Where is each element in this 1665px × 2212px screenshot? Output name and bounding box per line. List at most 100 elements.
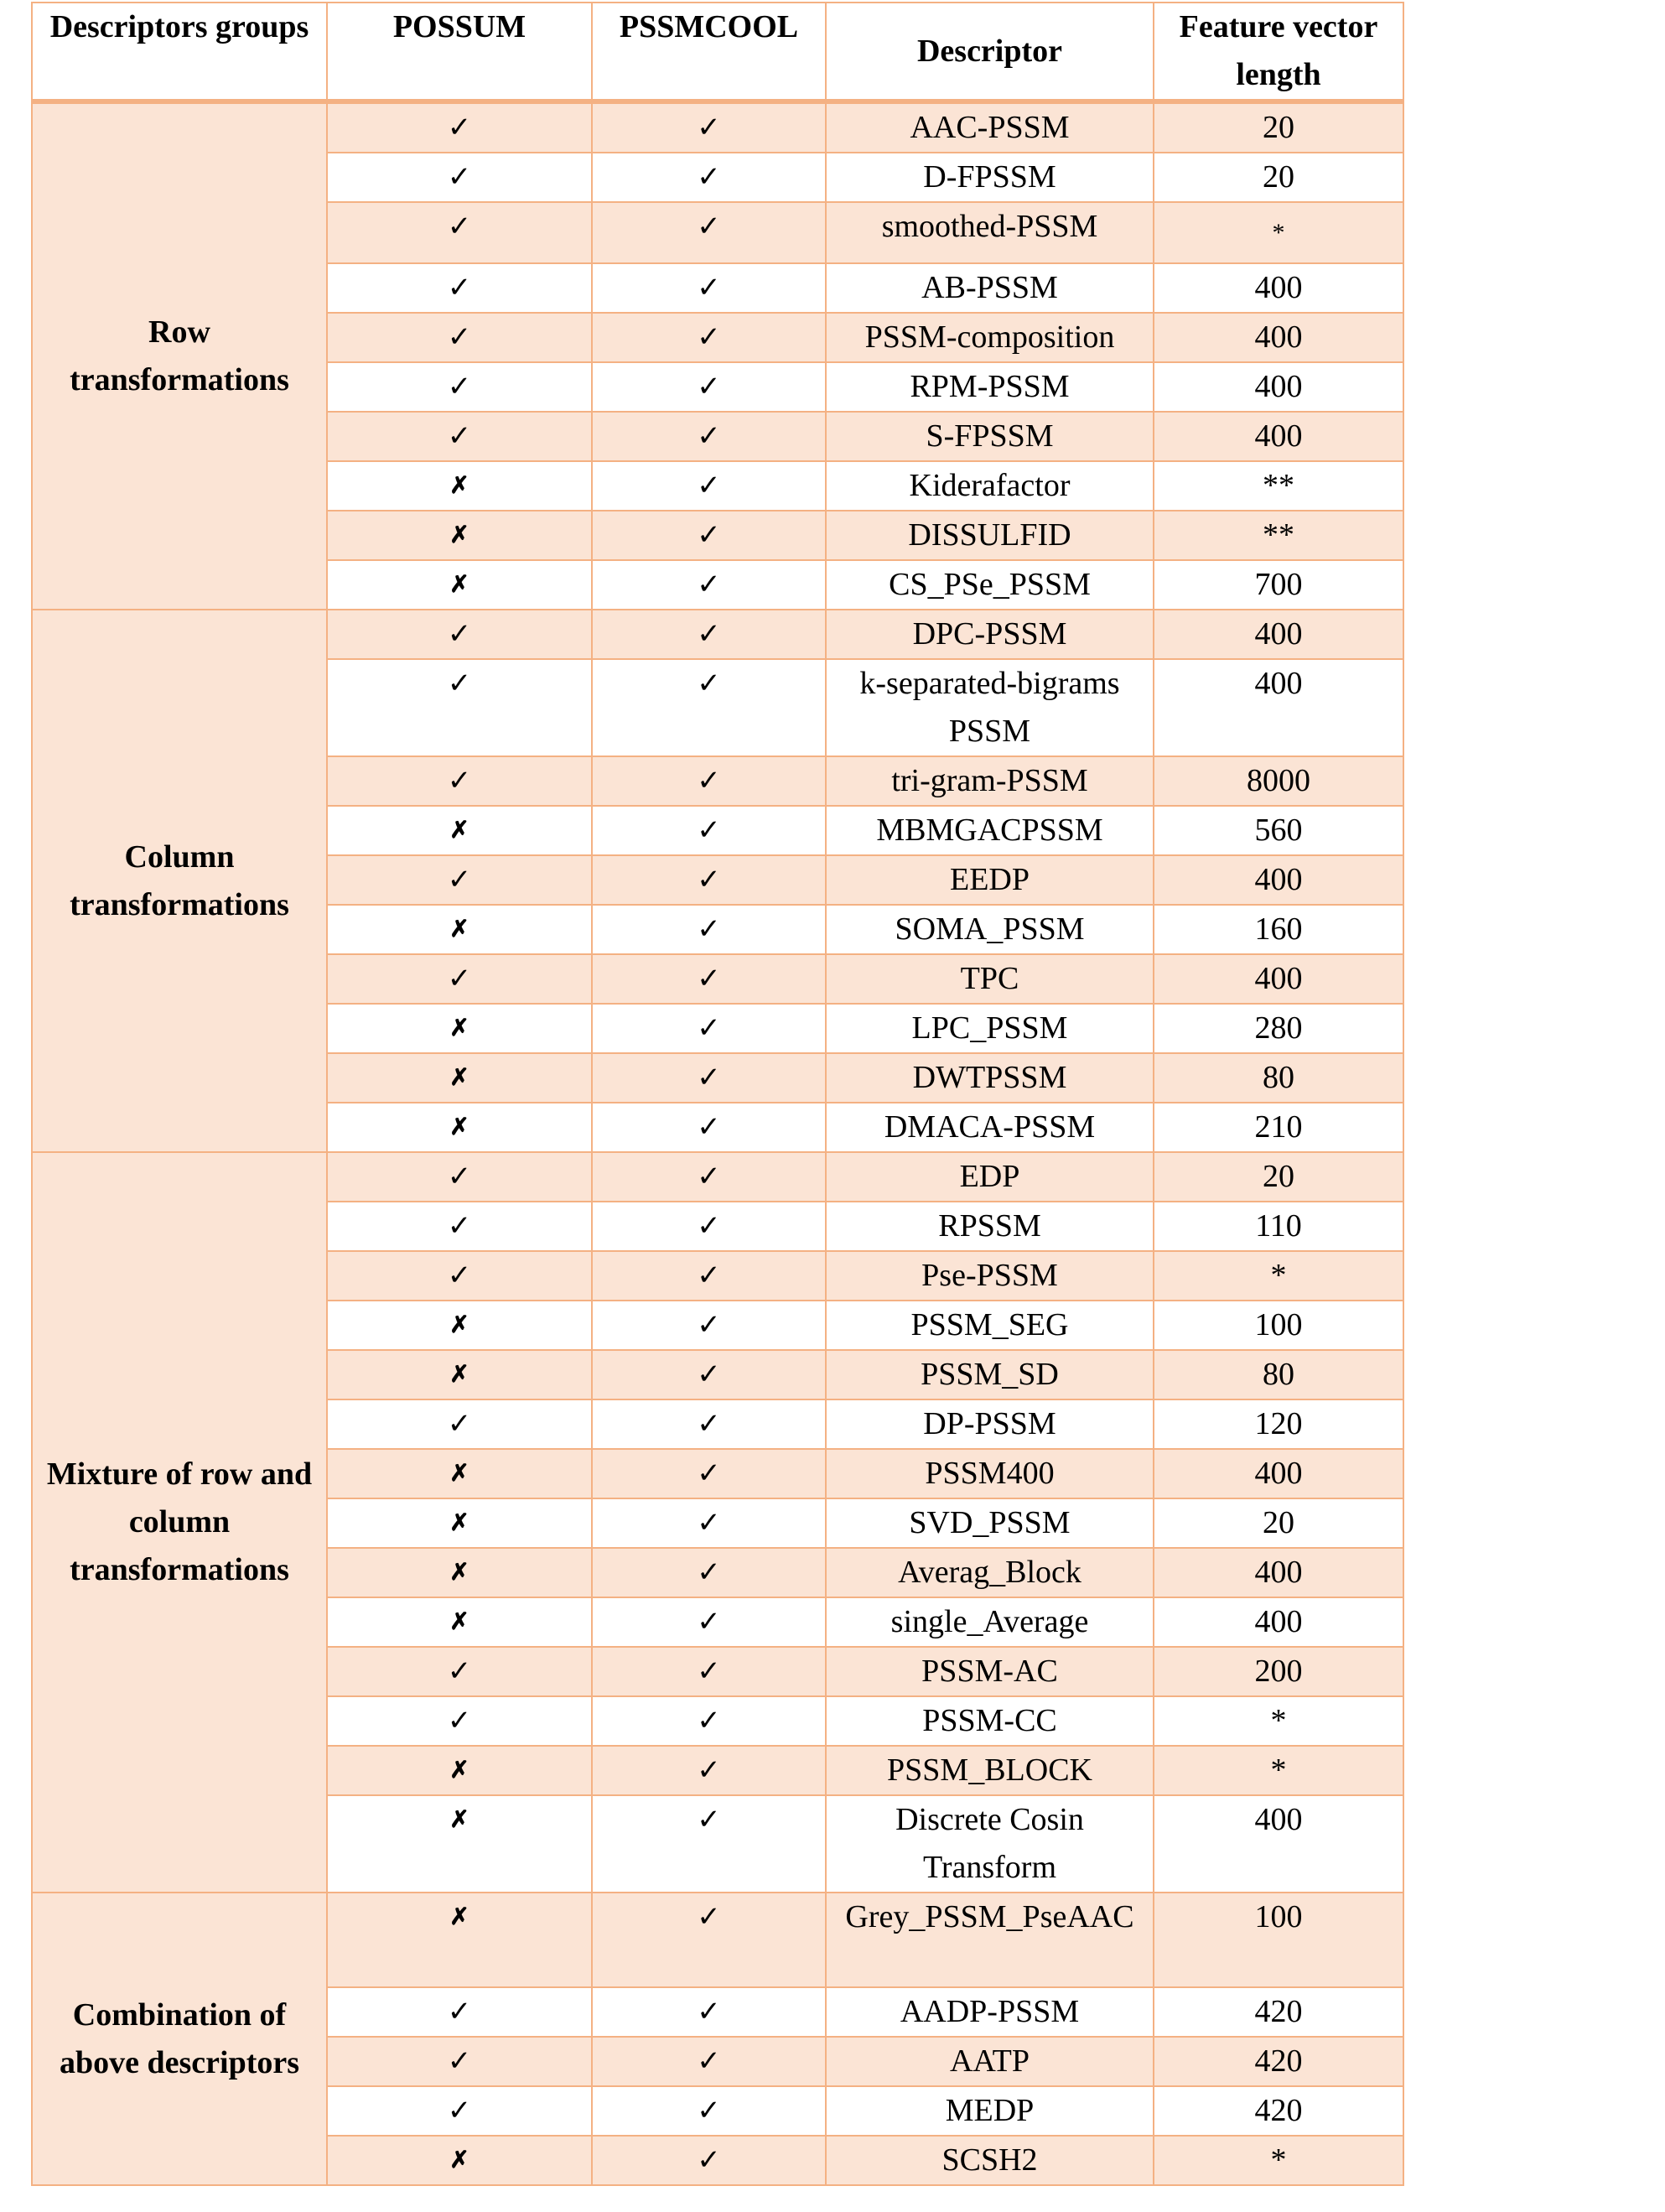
table-row: ✓ ✓ D-FPSSM 20 <box>32 152 1404 203</box>
group-label: Combination of above descriptors <box>31 1892 328 2186</box>
table-row: Column transformations ✓ ✓ DPC-PSSM 400 <box>31 609 1404 1153</box>
descriptor-name: S-FPSSM <box>825 411 1154 462</box>
descriptor-name: TPC <box>825 953 1154 1005</box>
descriptor-name: RPSSM <box>825 1201 1154 1252</box>
feature-vector-length: 20 <box>1153 1498 1404 1549</box>
feature-vector-length: 400 <box>1153 658 1404 757</box>
feature-vector-length: * <box>1153 2135 1404 2186</box>
pssmcool-check-icon: ✓ <box>591 609 827 660</box>
descriptor-name: PSSM_SD <box>825 1349 1154 1400</box>
table-row: Row transformations ✓ ✓ AAC-PSSM 20 <box>31 101 1404 610</box>
possum-cross-icon: ✗ <box>326 1745 593 1796</box>
pssmcool-check-icon: ✓ <box>591 658 827 757</box>
descriptor-name: MEDP <box>825 2085 1154 2137</box>
possum-cross-icon: ✗ <box>326 1003 593 1054</box>
header-row: Descriptors groups POSSUM PSSMCOOL Descr… <box>31 2 1404 104</box>
possum-cross-icon: ✗ <box>326 1892 593 1988</box>
feature-vector-length: 400 <box>1153 1794 1404 1893</box>
pssmcool-check-icon: ✓ <box>591 152 827 203</box>
table-row: ✗ ✓ LPC_PSSM 280 <box>32 1003 1404 1054</box>
descriptor-name: EEDP <box>825 854 1154 906</box>
pssmcool-check-icon: ✓ <box>591 559 827 610</box>
possum-check-icon: ✓ <box>326 2036 593 2087</box>
table-row: ✓ ✓ RPM-PSSM 400 <box>32 361 1404 413</box>
pssmcool-check-icon: ✓ <box>591 756 827 807</box>
possum-check-icon: ✓ <box>326 201 593 264</box>
table-row: ✗ ✓ PSSM_BLOCK * <box>32 1745 1404 1796</box>
possum-check-icon: ✓ <box>326 1986 593 2038</box>
feature-vector-length: 20 <box>1153 152 1404 203</box>
possum-check-icon: ✓ <box>326 658 593 757</box>
possum-cross-icon: ✗ <box>326 805 593 856</box>
table-row: ✗ ✓ Averag_Block 400 <box>32 1547 1404 1598</box>
feature-vector-length: 100 <box>1153 1300 1404 1351</box>
table-row: ✓ ✓ PSSM-composition 400 <box>32 312 1404 363</box>
table-row: ✗ ✓ SCSH2 * <box>32 2135 1404 2186</box>
feature-vector-length: 400 <box>1153 953 1404 1005</box>
descriptor-name: EDP <box>825 1151 1154 1202</box>
pssmcool-check-icon: ✓ <box>591 510 827 561</box>
descriptor-name: DMACA-PSSM <box>825 1102 1154 1153</box>
feature-vector-length: ** <box>1153 510 1404 561</box>
possum-check-icon: ✓ <box>326 411 593 462</box>
pssmcool-check-icon: ✓ <box>591 1646 827 1697</box>
descriptor-name: AATP <box>825 2036 1154 2087</box>
table-row: ✓ ✓ smoothed-PSSM * <box>32 201 1404 264</box>
table-row: ✓ ✓ AATP 420 <box>32 2036 1404 2087</box>
header-possum: POSSUM <box>326 2 593 104</box>
feature-vector-length: 420 <box>1153 2085 1404 2137</box>
feature-vector-length: 420 <box>1153 2036 1404 2087</box>
pssmcool-check-icon: ✓ <box>591 1498 827 1549</box>
table-row: Mixture of row and column transformation… <box>31 1151 1404 1893</box>
possum-check-icon: ✓ <box>326 152 593 203</box>
descriptor-name: PSSM-composition <box>825 312 1154 363</box>
descriptor-name: DISSULFID <box>825 510 1154 561</box>
feature-vector-length: 100 <box>1153 1892 1404 1988</box>
feature-vector-length: 400 <box>1153 361 1404 413</box>
descriptor-name: k-separated-bigrams PSSM <box>825 658 1154 757</box>
possum-check-icon: ✓ <box>326 609 593 660</box>
pssmcool-check-icon: ✓ <box>591 312 827 363</box>
table-row: ✗ ✓ DISSULFID ** <box>32 510 1404 561</box>
pssmcool-check-icon: ✓ <box>591 1052 827 1103</box>
header-descriptor: Descriptor <box>825 2 1154 104</box>
possum-check-icon: ✓ <box>326 1250 593 1301</box>
possum-cross-icon: ✗ <box>326 1102 593 1153</box>
descriptor-name: MBMGACPSSM <box>825 805 1154 856</box>
descriptor-name: Kiderafactor <box>825 460 1154 511</box>
possum-cross-icon: ✗ <box>326 1498 593 1549</box>
pssmcool-check-icon: ✓ <box>591 1349 827 1400</box>
header-pssmcool: PSSMCOOL <box>591 2 827 104</box>
table-row: ✗ ✓ Discrete Cosin Transform 400 <box>32 1794 1404 1893</box>
descriptor-table: Descriptors groups POSSUM PSSMCOOL Descr… <box>31 2 1404 2186</box>
descriptor-name: AADP-PSSM <box>825 1986 1154 2038</box>
pssmcool-check-icon: ✓ <box>591 1695 827 1747</box>
possum-check-icon: ✓ <box>326 756 593 807</box>
possum-check-icon: ✓ <box>326 1695 593 1747</box>
descriptor-name: AB-PSSM <box>825 262 1154 314</box>
descriptor-name: SVD_PSSM <box>825 1498 1154 1549</box>
feature-vector-length: 400 <box>1153 1597 1404 1648</box>
descriptor-name: PSSM_SEG <box>825 1300 1154 1351</box>
pssmcool-check-icon: ✓ <box>591 904 827 955</box>
feature-vector-length: 420 <box>1153 1986 1404 2038</box>
descriptor-name: PSSM_BLOCK <box>825 1745 1154 1796</box>
table-row: ✓ ✓ Pse-PSSM * <box>32 1250 1404 1301</box>
descriptor-name: single_Average <box>825 1597 1154 1648</box>
possum-cross-icon: ✗ <box>326 1597 593 1648</box>
feature-vector-length: 8000 <box>1153 756 1404 807</box>
table-row: ✗ ✓ CS_PSe_PSSM 700 <box>32 559 1404 610</box>
group-label: Row transformations <box>31 101 328 610</box>
possum-cross-icon: ✗ <box>326 1349 593 1400</box>
pssmcool-check-icon: ✓ <box>591 460 827 511</box>
possum-check-icon: ✓ <box>326 101 593 153</box>
table-row: ✗ ✓ PSSM_SD 80 <box>32 1349 1404 1400</box>
table-row: ✓ ✓ k-separated-bigrams PSSM 400 <box>32 658 1404 757</box>
pssmcool-check-icon: ✓ <box>591 101 827 153</box>
pssmcool-check-icon: ✓ <box>591 1151 827 1202</box>
descriptor-name: CS_PSe_PSSM <box>825 559 1154 610</box>
feature-vector-length: 400 <box>1153 262 1404 314</box>
descriptor-name: AAC-PSSM <box>825 101 1154 153</box>
descriptor-name: LPC_PSSM <box>825 1003 1154 1054</box>
possum-check-icon: ✓ <box>326 854 593 906</box>
